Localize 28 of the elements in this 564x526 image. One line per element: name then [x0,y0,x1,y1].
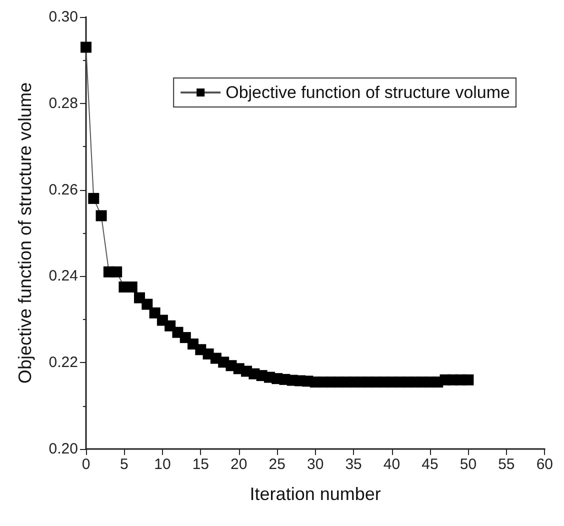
y-axis-title: Objective function of structure volume [15,82,35,384]
y-tick-label: 0.20 [48,440,78,458]
point [142,298,153,310]
x-tick-label: 5 [120,456,128,473]
x-tick-label: 40 [383,456,400,473]
x-tick-label: 55 [498,456,515,473]
point [96,210,107,222]
x-tick-label: 0 [82,456,90,473]
x-tick-label: 25 [268,456,286,473]
x-axis-title: Iteration number [250,484,381,504]
x-tick-label: 10 [154,456,171,473]
y-tick-label: 0.30 [48,8,78,26]
y-tick-label: 0.24 [48,268,78,285]
x-tick-label: 20 [230,456,248,473]
x-tick-label: 60 [536,456,553,473]
point [80,42,92,53]
y-tick-label: 0.26 [48,181,78,198]
x-tick-label: 30 [306,456,324,473]
y-tick-label: 0.22 [48,354,78,372]
x-tick-label: 35 [345,456,362,473]
point [88,192,100,204]
x-tick-label: 45 [422,456,438,473]
x-tick-label: 15 [192,456,210,473]
y-tick-label: 0.28 [48,94,78,112]
legend-label: Objective function of structure volume [226,83,510,102]
point [111,266,122,278]
x-tick-label: 50 [460,456,477,473]
point [462,374,474,386]
